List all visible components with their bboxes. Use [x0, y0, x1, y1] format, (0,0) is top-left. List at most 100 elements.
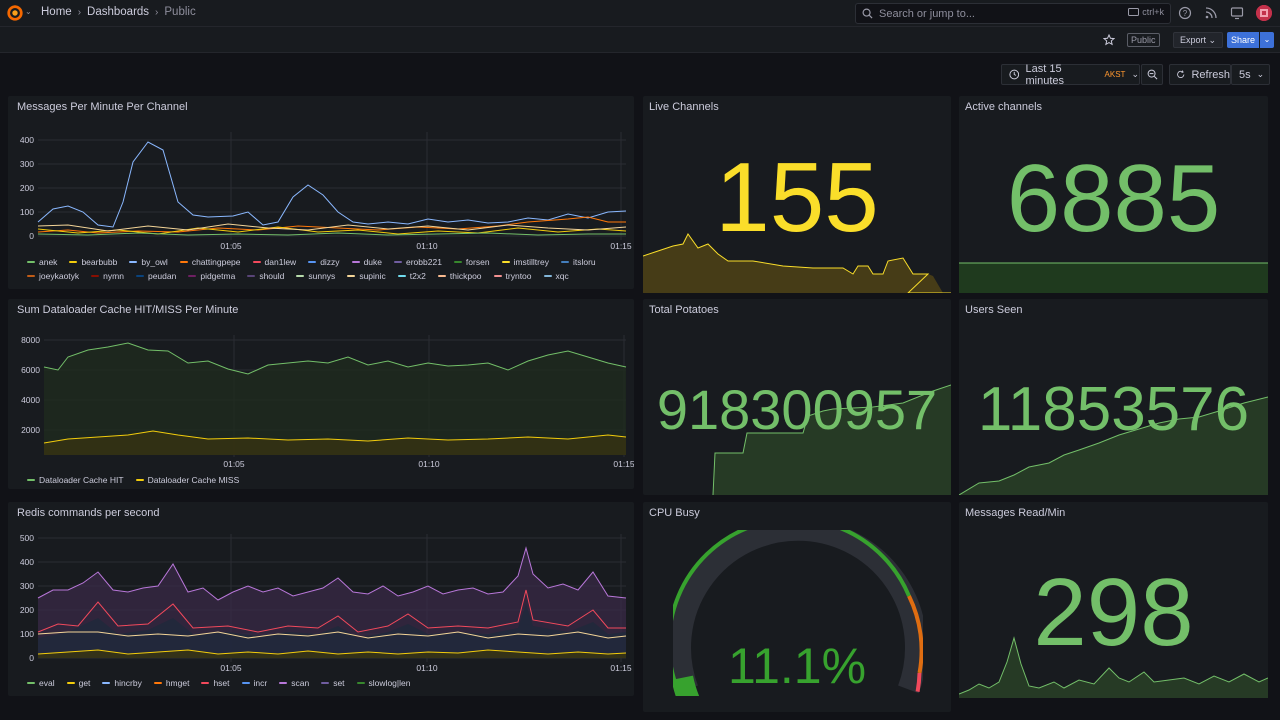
legend-label: itsloru [572, 257, 596, 267]
gauge-track [673, 530, 923, 694]
help-icon[interactable]: ? [1178, 6, 1192, 20]
legend-item[interactable]: scan [279, 678, 309, 688]
stat-value: 298 [1033, 559, 1194, 666]
search-placeholder: Search or jump to... [879, 7, 975, 20]
x-tick: 01:05 [223, 459, 245, 469]
series-line-miss [43, 430, 627, 444]
keyboard-shortcut-hint: ctrl+k [1128, 7, 1164, 17]
time-range-label: Last 15 minutes [1025, 62, 1065, 87]
panel-title: Messages Per Minute Per Channel [17, 101, 188, 113]
legend-swatch [321, 682, 330, 684]
panel-title: Redis commands per second [17, 507, 160, 519]
legend-item[interactable]: nymn [91, 271, 124, 281]
legend-item[interactable]: itsloru [560, 257, 596, 267]
legend-swatch [560, 261, 569, 263]
legend-item[interactable]: anek [27, 257, 57, 267]
y-tick: 8000 [21, 335, 40, 345]
legend-label: dan1lew [264, 257, 297, 267]
legend-item[interactable]: hmget [153, 678, 189, 688]
y-tick: 100 [20, 207, 34, 217]
x-tick: 01:10 [416, 241, 438, 251]
legend-item[interactable]: Dataloader Cache HIT [27, 475, 124, 485]
legend-item[interactable]: xqc [543, 271, 569, 281]
breadcrumb-dashboards[interactable]: Dashboards [87, 6, 150, 18]
legend-item[interactable]: sunnys [296, 271, 335, 281]
monitor-icon[interactable] [1230, 6, 1244, 20]
panel-active-channels: Active channels 6885 [959, 96, 1268, 293]
legend-item[interactable]: dan1lew [252, 257, 297, 267]
legend-label: sunnys [308, 271, 336, 281]
legend-item[interactable]: hset [201, 678, 230, 688]
dataloader-timeseries-chart[interactable]: 8000 6000 4000 2000 01:05 01:10 01:15 [8, 325, 634, 469]
legend-item[interactable]: t2x2 [397, 271, 426, 281]
time-range-picker[interactable]: Last 15 minutes AKST ⌄ [1001, 62, 1140, 87]
refresh-interval-label: 5s [1239, 68, 1251, 81]
x-tick: 01:15 [610, 241, 632, 251]
legend-label: get [78, 678, 91, 688]
zoom-out-button[interactable] [1141, 64, 1163, 85]
redis-timeseries-chart[interactable]: 500 400 300 200 100 0 01:05 01:10 01:15 [8, 528, 634, 674]
legend-item[interactable]: peudan [135, 271, 176, 281]
legend-item[interactable]: get [66, 678, 91, 688]
legend-label: Dataloader Cache HIT [39, 475, 124, 485]
legend-label: t2x2 [409, 271, 426, 281]
grafana-logo-icon[interactable] [6, 4, 24, 22]
legend-item[interactable]: should [247, 271, 284, 281]
share-button[interactable]: Share [1227, 32, 1259, 48]
legend-swatch [153, 682, 162, 684]
legend-item[interactable]: by_owl [129, 257, 168, 267]
export-button[interactable]: Export ⌄ [1173, 32, 1224, 48]
legend-item[interactable]: tryntoo [493, 271, 532, 281]
legend-swatch [347, 275, 356, 277]
gauge-value-arc [673, 675, 700, 696]
chevron-right-icon: › [77, 6, 82, 18]
legend-item[interactable]: erobb221 [394, 257, 442, 267]
chart-legend: eval get hincrby hmget hset incr scan set slowlo… [27, 678, 627, 688]
legend-item[interactable]: thickpoo [437, 271, 482, 281]
legend-item[interactable]: hincrby [102, 678, 142, 688]
sparkline-active-channels [959, 262, 1268, 293]
user-avatar[interactable] [1256, 5, 1272, 21]
legend-item[interactable]: joeykaotyk [27, 271, 79, 281]
legend-label: joeykaotyk [39, 271, 80, 281]
series-area-get [38, 604, 626, 658]
refresh-button[interactable]: Refresh [1169, 64, 1231, 85]
y-tick: 0 [29, 653, 34, 663]
legend-swatch [91, 275, 100, 277]
legend-item[interactable]: chattingpepe [179, 257, 241, 267]
panel-live-channels: Live Channels 155 [643, 96, 951, 293]
y-tick: 6000 [21, 365, 40, 375]
refresh-interval-picker[interactable]: 5s ⌄ [1231, 64, 1270, 85]
chevron-down-icon[interactable]: ⌄ [25, 7, 32, 16]
legend-swatch [543, 275, 552, 277]
legend-item[interactable]: slowlog|len [356, 678, 410, 688]
legend-item[interactable]: supinic [347, 271, 386, 281]
legend-label: dizzy [320, 257, 340, 267]
messages-timeseries-chart[interactable]: 400 300 200 100 0 01:05 01:10 01:15 [8, 122, 634, 254]
legend-item[interactable]: incr [241, 678, 267, 688]
legend-item[interactable]: dizzy [308, 257, 340, 267]
breadcrumb-home[interactable]: Home [41, 6, 72, 18]
search-icon [862, 8, 873, 19]
legend-item[interactable]: eval [27, 678, 55, 688]
legend-swatch [27, 261, 35, 263]
sparkline-total-potatoes [712, 384, 951, 495]
cpu-gauge [673, 530, 923, 696]
legend-item[interactable]: duke [351, 257, 382, 267]
legend-item[interactable]: bearbubb [69, 257, 117, 267]
legend-item[interactable]: forsen [453, 257, 490, 267]
share-menu-button[interactable]: ⌄ [1260, 32, 1274, 48]
rss-news-icon[interactable] [1204, 6, 1218, 20]
legend-item[interactable]: Dataloader Cache MISS [135, 475, 240, 485]
legend-swatch [27, 682, 35, 684]
legend-item[interactable]: set [321, 678, 345, 688]
legend-item[interactable]: imstilltrey [501, 257, 549, 267]
legend-item[interactable]: pidgetma [188, 271, 235, 281]
star-icon[interactable] [1103, 34, 1115, 46]
legend-label: Dataloader Cache MISS [147, 475, 240, 485]
x-axis-ticks: 01:05 01:10 01:15 [220, 241, 632, 251]
panel-title: Sum Dataloader Cache HIT/MISS Per Minute [17, 304, 239, 316]
legend-swatch [501, 261, 510, 263]
legend-swatch [135, 479, 144, 481]
search-input[interactable]: Search or jump to... ctrl+k [855, 3, 1171, 24]
